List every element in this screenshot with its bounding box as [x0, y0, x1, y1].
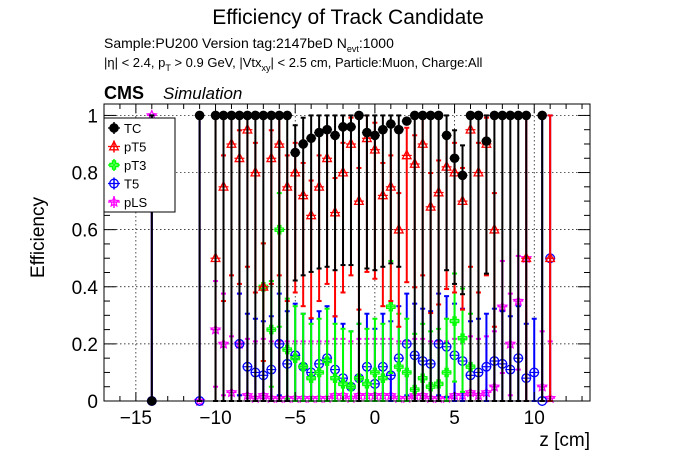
data-point — [393, 124, 404, 135]
legend-entry-tc: TC — [108, 121, 141, 136]
data-point — [457, 333, 468, 343]
data-point — [386, 119, 396, 129]
data-point — [425, 381, 436, 392]
data-point — [306, 133, 316, 144]
data-point — [354, 373, 364, 383]
y-tick-label: 1 — [87, 106, 98, 127]
data-point — [378, 124, 388, 135]
cms-label: CMS — [104, 83, 144, 103]
data-point — [465, 361, 476, 372]
data-point — [194, 110, 205, 121]
x-tick-label: −15 — [120, 408, 152, 429]
y-tick-label: 0.2 — [72, 335, 98, 356]
legend-label: pT5 — [124, 140, 146, 155]
cuts-sub-t: T — [165, 63, 171, 73]
data-point — [393, 361, 404, 372]
data-point — [107, 195, 121, 208]
data-point — [370, 367, 380, 378]
data-point — [544, 251, 556, 263]
y-tick-label: 0 — [87, 392, 98, 413]
data-point — [449, 153, 460, 164]
selection-cuts-line: |η| < 2.4, pT > 0.9 GeV, |Vtxxy| < 2.5 c… — [104, 55, 482, 73]
legend-entry-t5: T5 — [108, 177, 139, 192]
data-point — [346, 122, 356, 132]
legend-entry-pls: pLS — [107, 195, 147, 210]
legend-label: pLS — [124, 195, 147, 210]
simulation-label: Simulation — [163, 84, 242, 103]
data-point — [521, 110, 532, 121]
data-point — [537, 110, 547, 121]
data-point — [322, 124, 332, 135]
data-point — [322, 356, 332, 366]
data-point — [298, 139, 308, 149]
data-point — [378, 373, 388, 383]
cuts-text-a: |η| < 2.4, p — [104, 55, 165, 70]
x-tick-label: 10 — [524, 408, 545, 429]
data-point — [354, 110, 364, 121]
data-point — [314, 367, 324, 378]
data-point — [441, 130, 452, 141]
data-point — [338, 379, 348, 389]
data-point — [401, 116, 412, 126]
y-tick-label: 0.6 — [72, 221, 98, 242]
sample-info-text: Sample:PU200 Version tag:2147beD N — [104, 35, 347, 51]
legend-entry-pt5: pT5 — [108, 140, 146, 155]
x-tick-label: 5 — [449, 408, 460, 429]
plot-frame — [103, 103, 591, 402]
legend-label: pT3 — [124, 158, 146, 173]
data-point — [290, 353, 301, 363]
data-point — [282, 110, 293, 121]
sample-info-tail: :1000 — [359, 35, 394, 51]
x-axis-label: z [cm] — [539, 430, 590, 451]
data-point — [346, 381, 356, 392]
data-point — [330, 373, 340, 383]
legend-entry-pt3: pT3 — [108, 158, 146, 173]
cuts-sub-xy: xy — [262, 63, 272, 73]
data-point — [386, 301, 396, 312]
cuts-text-b: > 0.9 GeV, |Vtx — [171, 55, 262, 70]
data-point — [298, 361, 308, 372]
data-point — [433, 379, 444, 389]
data-point — [109, 160, 119, 170]
data-point — [282, 344, 293, 355]
data-point — [481, 361, 492, 372]
data-point — [401, 367, 412, 378]
data-point — [473, 110, 484, 121]
data-point — [441, 367, 452, 378]
data-point — [274, 224, 285, 235]
data-point — [417, 373, 428, 383]
sample-info-line: Sample:PU200 Version tag:2147beD Nevt:10… — [104, 35, 394, 54]
data-point — [330, 130, 340, 141]
legend-label: TC — [124, 121, 141, 136]
y-axis-label: Efficiency — [28, 197, 49, 278]
data-point — [449, 316, 460, 326]
x-tick-label: 0 — [370, 408, 381, 429]
x-tick-label: −10 — [199, 408, 231, 429]
y-tick-label: 0.8 — [72, 164, 98, 185]
y-tick-label: 0.4 — [72, 278, 99, 299]
chart-title: Efficiency of Track Candidate — [212, 6, 484, 29]
data-point — [109, 123, 119, 133]
data-point — [362, 379, 372, 389]
data-point — [290, 147, 301, 158]
cuts-text-c: | < 2.5 cm, Particle:Muon, Charge:All — [271, 55, 483, 70]
series-tc — [146, 110, 548, 406]
legend-label: T5 — [124, 177, 139, 192]
data-point — [401, 148, 413, 160]
data-point — [370, 130, 380, 141]
x-tick-label: −5 — [284, 408, 306, 429]
data-point — [409, 384, 420, 395]
legend: TC pT5 pT3 T5 pLS — [103, 117, 176, 213]
data-point — [266, 324, 277, 335]
data-point — [306, 373, 316, 383]
data-point — [108, 139, 120, 151]
data-point — [529, 367, 540, 378]
sample-info-sub: evt — [347, 44, 360, 54]
data-point — [109, 178, 119, 189]
data-point — [433, 110, 444, 121]
data-point — [481, 136, 492, 146]
data-point — [457, 170, 468, 181]
tick-labels: −15 −10 −5 0 5 10 0 0.2 0.4 0.6 0.8 1 — [72, 106, 545, 429]
